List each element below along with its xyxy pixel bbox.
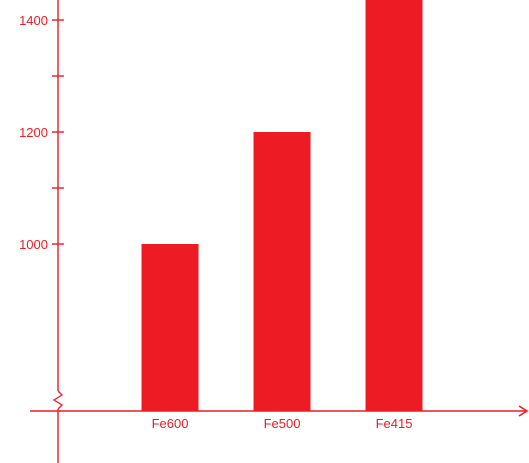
bar-fe600 (141, 244, 199, 411)
y-ticks: 1400 1200 1000 (19, 13, 64, 252)
bars (141, 0, 423, 411)
x-tick-label-fe600: Fe600 (152, 416, 189, 431)
y-tick-label: 1400 (19, 13, 48, 28)
y-tick-label: 1200 (19, 125, 48, 140)
x-axis-arrow-icon (518, 405, 529, 417)
axis-break-symbol (52, 390, 64, 410)
y-tick-label: 1000 (19, 237, 48, 252)
x-tick-label-fe415: Fe415 (376, 416, 413, 431)
bar-fe415 (365, 0, 423, 411)
bar-fe500 (253, 132, 311, 411)
x-tick-label-fe500: Fe500 (264, 416, 301, 431)
x-tick-labels: Fe600 Fe500 Fe415 (152, 416, 413, 431)
